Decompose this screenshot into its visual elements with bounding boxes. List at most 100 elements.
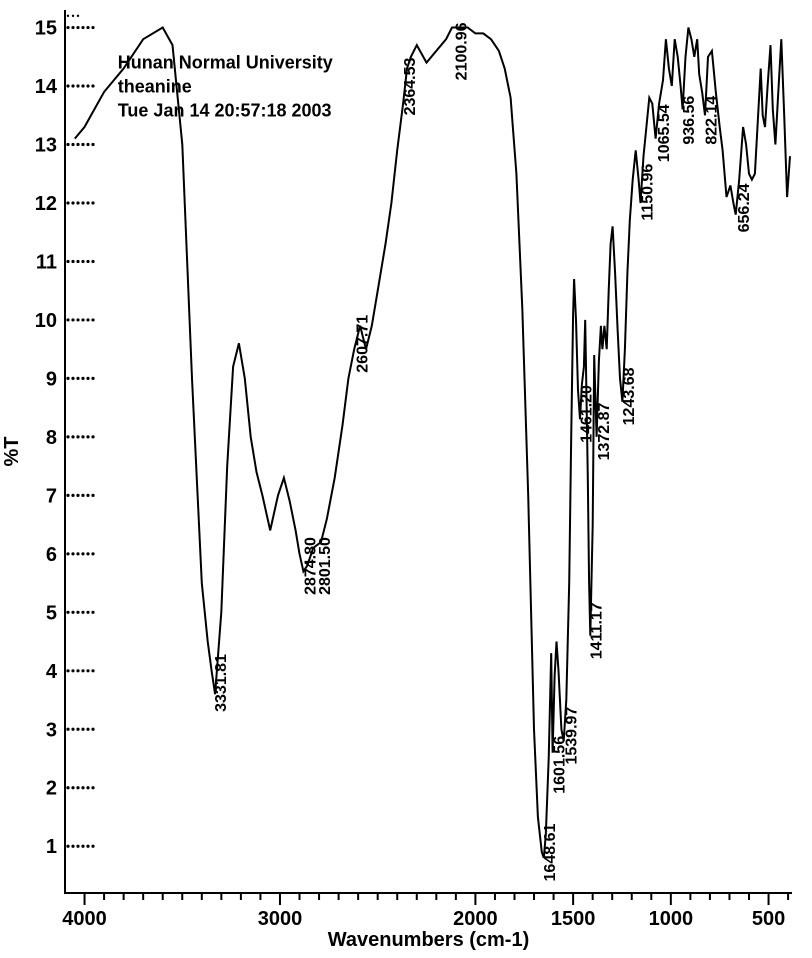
y-tick-dot — [76, 494, 79, 497]
peak-label: 3331.81 — [213, 654, 230, 712]
y-tick-dot — [91, 84, 94, 87]
peak-label: 1411.17 — [588, 602, 605, 659]
y-tick-dot — [91, 435, 94, 438]
y-tick-dot — [86, 26, 89, 29]
y-tick-label: 5 — [46, 602, 57, 624]
y-tick-dot — [91, 786, 94, 789]
y-tick-dot — [66, 786, 69, 789]
y-tick-dot — [91, 494, 94, 497]
ir-spectrum-chart: 1234567891011121314154000300020001500100… — [0, 0, 812, 958]
peak-label: 656.24 — [736, 183, 753, 232]
y-tick-dot — [91, 845, 94, 848]
y-tick-dot — [66, 318, 69, 321]
y-tick-label: 3 — [46, 719, 57, 741]
y-tick-dot — [71, 318, 74, 321]
y-tick-dot — [76, 728, 79, 731]
y-tick-dot — [86, 669, 89, 672]
y-tick-dot — [76, 552, 79, 555]
y-tick-dot — [66, 611, 69, 614]
peak-label: 1539.97 — [563, 707, 580, 765]
y-tick-dot — [71, 845, 74, 848]
y-tick-label: 13 — [35, 134, 57, 156]
y-tick-dot — [86, 201, 89, 204]
y-tick-dot — [66, 494, 69, 497]
y-tick-dot — [66, 143, 69, 146]
y-tick-dot — [81, 552, 84, 555]
y-tick-dot — [71, 260, 74, 263]
y-tick-dot — [91, 143, 94, 146]
y-tick-dot — [86, 728, 89, 731]
peak-label: 1461.20 — [579, 385, 596, 443]
y-tick-dot — [71, 611, 74, 614]
y-tick-dot — [71, 494, 74, 497]
y-tick-label: 9 — [46, 368, 57, 390]
y-tick-dot — [91, 728, 94, 731]
y-tick-dot — [66, 669, 69, 672]
y-tick-dot — [76, 786, 79, 789]
peak-label: 1372.87 — [596, 402, 613, 460]
y-tick-dot — [76, 26, 79, 29]
y-tick-label: 10 — [35, 310, 57, 332]
y-tick-dot — [91, 611, 94, 614]
y-tick-label: 15 — [35, 18, 57, 40]
y-tick-dot — [81, 494, 84, 497]
y-tick-dot — [71, 786, 74, 789]
peak-label: 2364.53 — [402, 57, 419, 115]
y-tick-dot — [81, 845, 84, 848]
x-axis-label: Wavenumbers (cm-1) — [328, 929, 530, 951]
y-tick-dot — [66, 728, 69, 731]
peak-label: 1648.61 — [542, 824, 559, 882]
y-tick-dot — [76, 669, 79, 672]
y-tick-dot — [86, 552, 89, 555]
y-tick-dot — [91, 552, 94, 555]
y-tick-dot — [91, 201, 94, 204]
y-tick-dot — [66, 260, 69, 263]
y-tick-dot — [86, 845, 89, 848]
y-tick-dot — [71, 669, 74, 672]
y-tick-dot — [81, 786, 84, 789]
y-tick-dot — [71, 552, 74, 555]
y-tick-dot — [66, 845, 69, 848]
y-tick-dot — [66, 435, 69, 438]
y-tick-label: 6 — [46, 544, 57, 566]
y-tick-dot — [81, 435, 84, 438]
y-tick-dot — [86, 611, 89, 614]
x-tick-label: 500 — [752, 908, 785, 930]
x-tick-label: 3000 — [258, 908, 303, 930]
y-tick-dot — [91, 260, 94, 263]
peak-label: 1150.96 — [639, 164, 656, 221]
y-tick-dot — [76, 260, 79, 263]
y-tick-label: 7 — [46, 485, 57, 507]
y-tick-dot — [71, 26, 74, 29]
y-tick-dot — [76, 611, 79, 614]
y-tick-dot — [71, 201, 74, 204]
peak-label: 1065.54 — [656, 104, 673, 162]
y-tick-dot — [81, 26, 84, 29]
y-tick-dot — [86, 786, 89, 789]
y-tick-dot — [76, 84, 79, 87]
y-tick-dot — [91, 318, 94, 321]
x-tick-label: 1000 — [649, 908, 694, 930]
y-tick-dot — [71, 377, 74, 380]
y-tick-dot — [86, 84, 89, 87]
y-tick-dot — [81, 728, 84, 731]
y-tick-dot — [91, 377, 94, 380]
y-tick-dot — [81, 201, 84, 204]
y-tick-dot — [81, 669, 84, 672]
y-tick-dot — [86, 435, 89, 438]
y-tick-dot — [76, 143, 79, 146]
y-tick-dot — [76, 201, 79, 204]
y-tick-dot — [86, 318, 89, 321]
y-tick-dot — [71, 84, 74, 87]
x-tick-label: 4000 — [62, 908, 107, 930]
peak-label: 2100.96 — [454, 22, 471, 80]
y-tick-label: 8 — [46, 427, 57, 449]
y-tick-dot — [86, 143, 89, 146]
y-tick-label: 1 — [46, 836, 57, 858]
y-tick-dot — [66, 84, 69, 87]
header-line: theanine — [118, 76, 192, 96]
y-tick-dot — [81, 377, 84, 380]
header-line: Tue Jan 14 20:57:18 2003 — [118, 100, 332, 120]
y-tick-label: 4 — [46, 661, 58, 683]
y-tick-dot — [81, 611, 84, 614]
